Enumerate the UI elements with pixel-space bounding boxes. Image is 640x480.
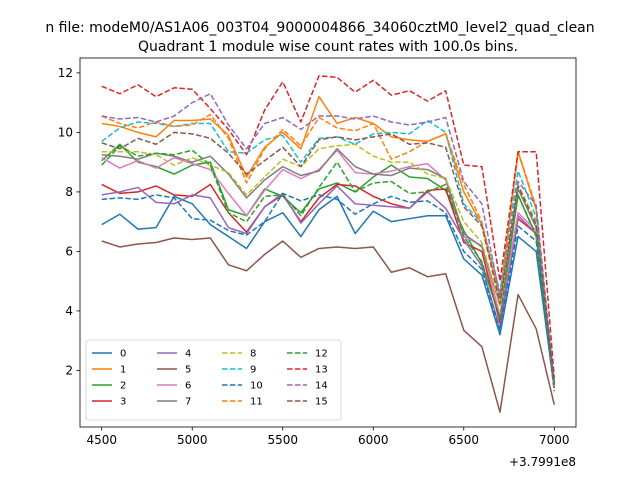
suptitle: n file: modeM0/AS1A06_003T04_9000004866_… — [45, 20, 594, 36]
plot-frame — [79, 57, 577, 428]
legend-label-6: 6 — [185, 381, 191, 392]
series-line-14 — [101, 92, 556, 384]
y-tick-label: 6 — [65, 244, 73, 258]
legend-label-11: 11 — [250, 397, 263, 408]
series-line-11 — [101, 113, 556, 387]
legend-label-1: 1 — [120, 365, 126, 376]
series-line-2 — [101, 143, 556, 383]
legend-box — [85, 339, 342, 421]
series-line-10 — [101, 192, 556, 392]
x-tick-label: 6500 — [448, 433, 479, 447]
legend-label-8: 8 — [250, 349, 256, 360]
series-line-7 — [101, 148, 556, 384]
y-tick-label: 4 — [65, 304, 73, 318]
legend-label-14: 14 — [315, 381, 328, 392]
x-tick-label: 5000 — [177, 433, 208, 447]
legend-label-9: 9 — [250, 365, 256, 376]
legend-label-4: 4 — [185, 349, 191, 360]
chart-title: Quadrant 1 module wise count rates with … — [138, 39, 518, 55]
x-tick-label: 7000 — [539, 433, 570, 447]
series-line-0 — [101, 195, 556, 389]
x-tick-label: 6000 — [358, 433, 389, 447]
legend-label-2: 2 — [120, 381, 126, 392]
legend-label-12: 12 — [315, 349, 328, 360]
legend-label-0: 0 — [120, 349, 126, 360]
legend-label-3: 3 — [120, 397, 126, 408]
series-line-3 — [101, 183, 556, 386]
series-lines — [101, 75, 556, 413]
legend-label-13: 13 — [315, 365, 328, 376]
series-line-15 — [101, 131, 556, 384]
x-offset-label: +3.7991e8 — [509, 455, 576, 469]
y-tick-label: 12 — [58, 66, 73, 80]
legend-label-5: 5 — [185, 365, 191, 376]
x-tick-label: 5500 — [267, 433, 298, 447]
legend-label-7: 7 — [185, 397, 191, 408]
series-line-12 — [101, 145, 556, 384]
series-line-1 — [101, 95, 556, 389]
x-tick-label: 4500 — [86, 433, 117, 447]
legend-label-10: 10 — [250, 381, 263, 392]
series-line-4 — [101, 185, 556, 386]
series-line-5 — [101, 237, 556, 413]
legend-label-15: 15 — [315, 397, 328, 408]
y-tick-label: 2 — [65, 363, 73, 377]
y-tick-label: 10 — [58, 125, 73, 139]
y-tick-label: 8 — [65, 185, 73, 199]
